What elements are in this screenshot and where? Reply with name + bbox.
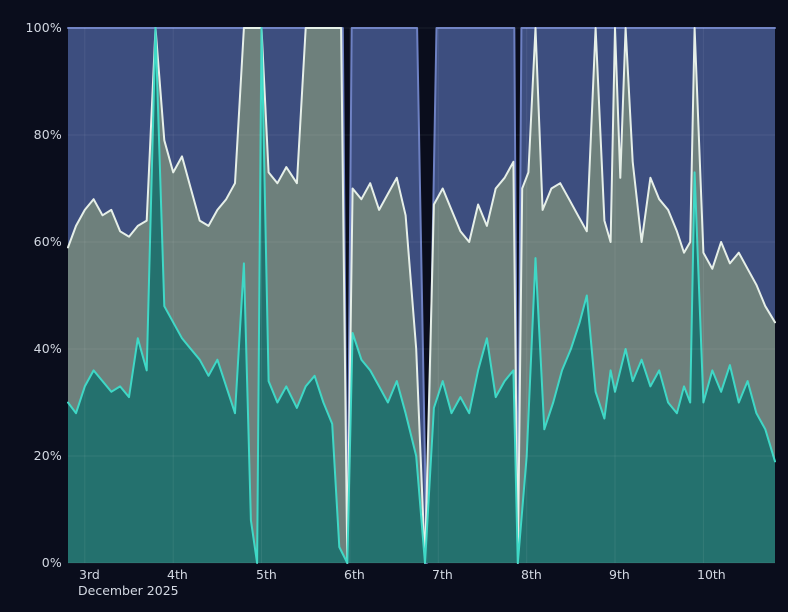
x-tick-5th: 5th bbox=[256, 567, 277, 582]
x-tick-4th: 4th bbox=[167, 567, 188, 582]
x-tick-9th: 9th bbox=[609, 567, 630, 582]
y-tick-100: 100% bbox=[25, 20, 62, 35]
y-tick-0: 0% bbox=[41, 555, 62, 570]
x-tick-8th: 8th bbox=[521, 567, 542, 582]
y-tick-80: 80% bbox=[33, 127, 62, 142]
x-tick-6th: 6th bbox=[344, 567, 365, 582]
x-tick-10th: 10th bbox=[697, 567, 726, 582]
y-tick-20: 20% bbox=[33, 448, 62, 463]
x-tick-7th: 7th bbox=[432, 567, 453, 582]
y-tick-60: 60% bbox=[33, 234, 62, 249]
y-tick-40: 40% bbox=[33, 341, 62, 356]
x-tick-3rd: 3rd bbox=[79, 567, 100, 582]
x-axis-month-caption: December 2025 bbox=[78, 583, 179, 598]
